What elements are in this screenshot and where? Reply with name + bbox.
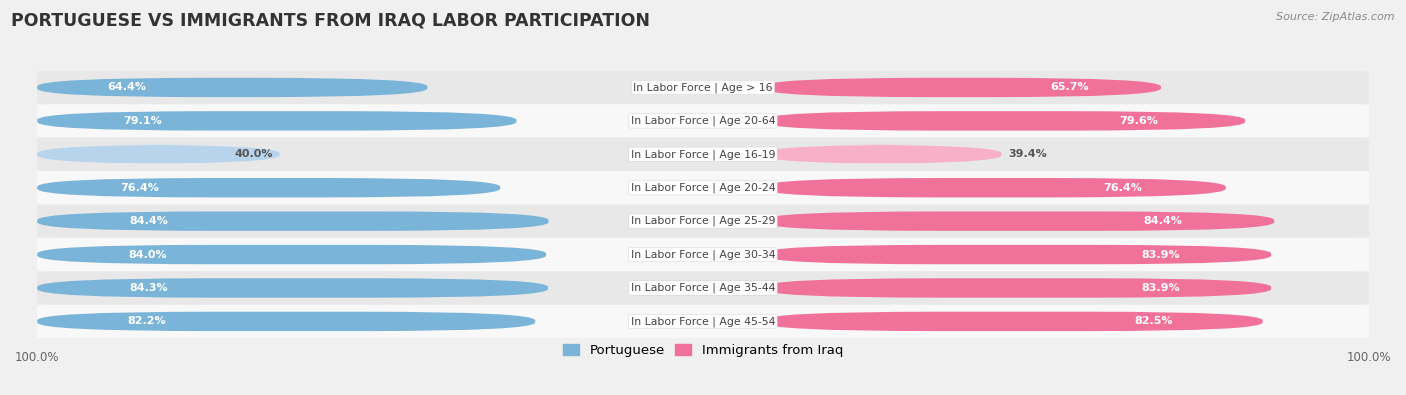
FancyBboxPatch shape	[37, 78, 427, 97]
FancyBboxPatch shape	[37, 111, 516, 131]
Text: 79.6%: 79.6%	[1119, 116, 1159, 126]
FancyBboxPatch shape	[24, 138, 1382, 171]
Text: Source: ZipAtlas.com: Source: ZipAtlas.com	[1277, 12, 1395, 22]
Text: In Labor Force | Age 45-54: In Labor Force | Age 45-54	[631, 316, 775, 327]
Text: PORTUGUESE VS IMMIGRANTS FROM IRAQ LABOR PARTICIPATION: PORTUGUESE VS IMMIGRANTS FROM IRAQ LABOR…	[11, 12, 650, 30]
Text: 82.2%: 82.2%	[127, 316, 166, 326]
Text: 82.5%: 82.5%	[1135, 316, 1173, 326]
FancyBboxPatch shape	[24, 71, 1382, 104]
Text: 84.4%: 84.4%	[1143, 216, 1182, 226]
FancyBboxPatch shape	[763, 78, 1161, 97]
FancyBboxPatch shape	[763, 178, 1226, 198]
FancyBboxPatch shape	[24, 305, 1382, 338]
FancyBboxPatch shape	[24, 238, 1382, 271]
Text: 64.4%: 64.4%	[107, 83, 146, 92]
FancyBboxPatch shape	[24, 205, 1382, 238]
FancyBboxPatch shape	[37, 245, 546, 264]
Text: 83.9%: 83.9%	[1142, 250, 1180, 260]
FancyBboxPatch shape	[37, 211, 548, 231]
Text: 83.9%: 83.9%	[1142, 283, 1180, 293]
Text: In Labor Force | Age 25-29: In Labor Force | Age 25-29	[631, 216, 775, 226]
FancyBboxPatch shape	[37, 278, 548, 298]
Text: 84.4%: 84.4%	[129, 216, 169, 226]
FancyBboxPatch shape	[763, 211, 1274, 231]
Text: 76.4%: 76.4%	[121, 183, 159, 193]
Text: In Labor Force | Age 16-19: In Labor Force | Age 16-19	[631, 149, 775, 160]
Text: 40.0%: 40.0%	[235, 149, 273, 159]
Text: 79.1%: 79.1%	[124, 116, 162, 126]
FancyBboxPatch shape	[24, 171, 1382, 204]
FancyBboxPatch shape	[763, 145, 1001, 164]
Text: In Labor Force | Age 35-44: In Labor Force | Age 35-44	[631, 283, 775, 293]
Legend: Portuguese, Immigrants from Iraq: Portuguese, Immigrants from Iraq	[558, 339, 848, 363]
FancyBboxPatch shape	[37, 312, 536, 331]
Text: 76.4%: 76.4%	[1104, 183, 1143, 193]
Text: 84.3%: 84.3%	[129, 283, 167, 293]
FancyBboxPatch shape	[763, 111, 1246, 131]
FancyBboxPatch shape	[24, 104, 1382, 137]
Text: In Labor Force | Age 20-64: In Labor Force | Age 20-64	[631, 116, 775, 126]
FancyBboxPatch shape	[763, 245, 1271, 264]
Text: In Labor Force | Age 30-34: In Labor Force | Age 30-34	[631, 249, 775, 260]
FancyBboxPatch shape	[763, 312, 1263, 331]
FancyBboxPatch shape	[37, 145, 280, 164]
Text: 65.7%: 65.7%	[1050, 83, 1090, 92]
Text: 84.0%: 84.0%	[129, 250, 167, 260]
Text: 39.4%: 39.4%	[1008, 149, 1047, 159]
Text: In Labor Force | Age 20-24: In Labor Force | Age 20-24	[631, 182, 775, 193]
FancyBboxPatch shape	[24, 271, 1382, 305]
FancyBboxPatch shape	[37, 178, 501, 198]
FancyBboxPatch shape	[763, 278, 1271, 298]
Text: In Labor Force | Age > 16: In Labor Force | Age > 16	[633, 82, 773, 93]
